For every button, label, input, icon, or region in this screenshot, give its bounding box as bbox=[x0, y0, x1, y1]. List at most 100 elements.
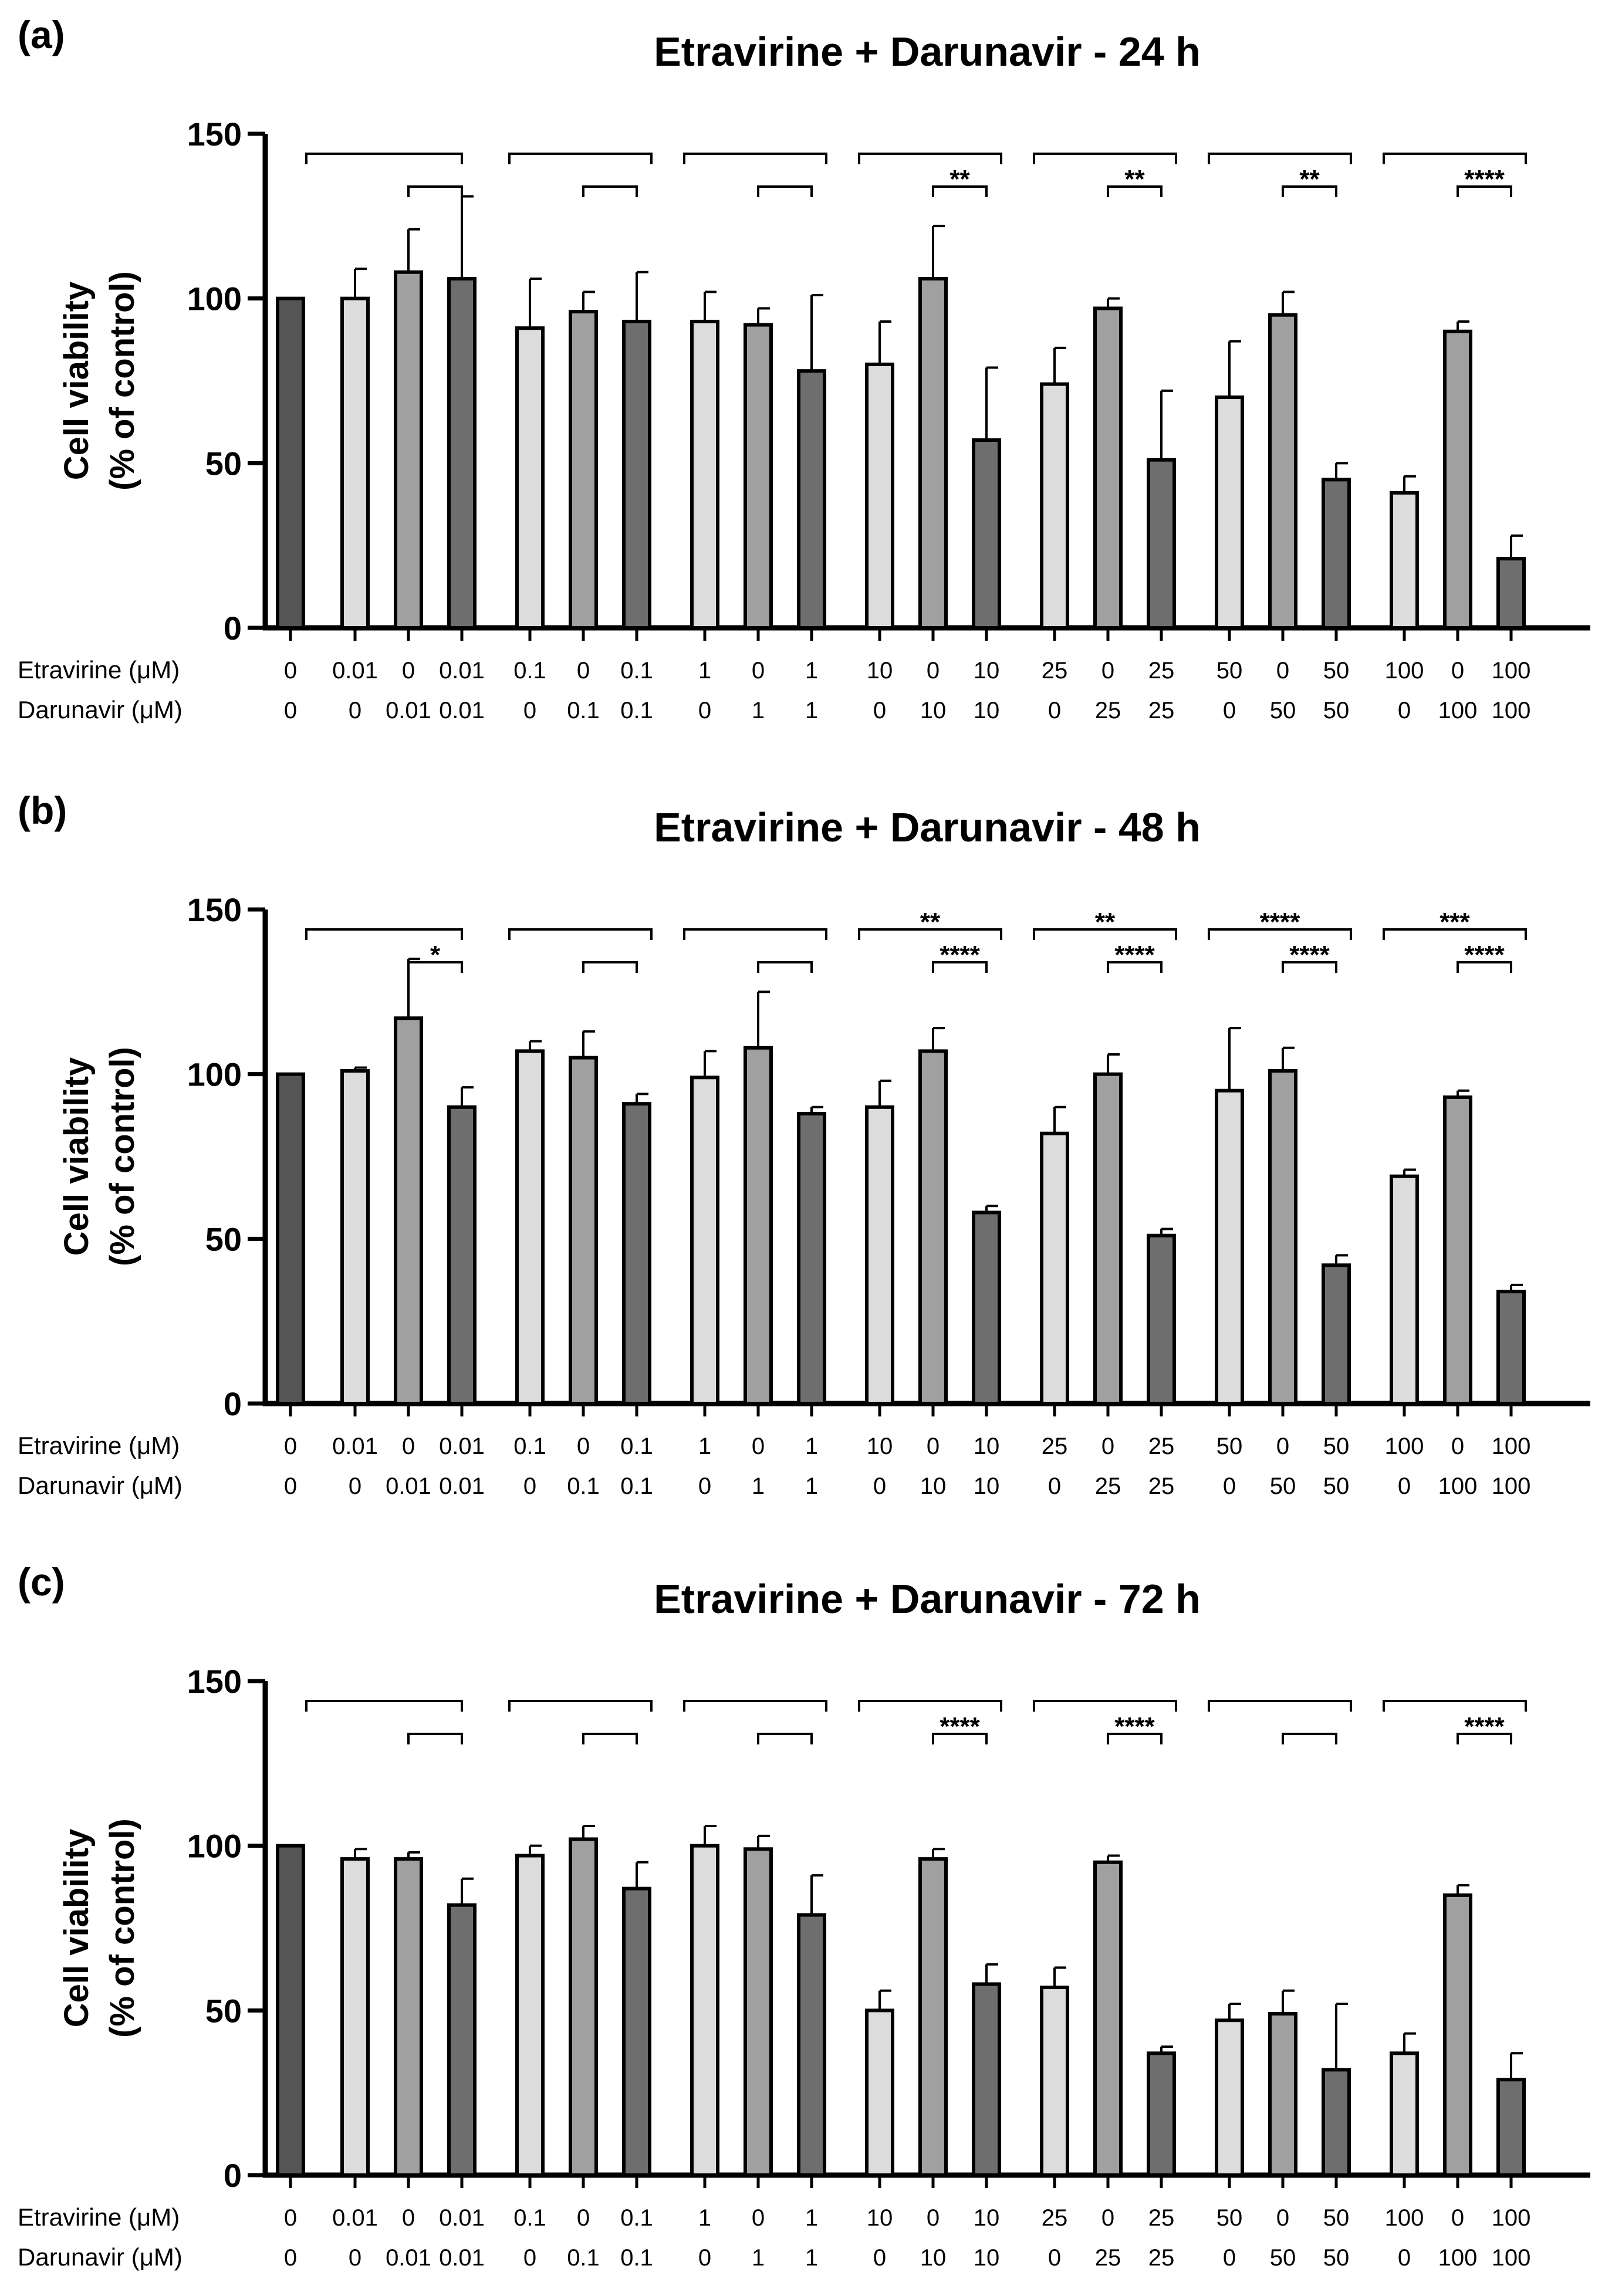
row-label-etravirine: Etravirine (μM) bbox=[18, 656, 180, 684]
darunavir-dose-label: 100 bbox=[1438, 698, 1478, 723]
y-axis-label-line2: (% of control) bbox=[103, 1047, 141, 1266]
significance-bracket bbox=[305, 928, 463, 940]
row-label-darunavir: Darunavir (μM) bbox=[18, 1472, 183, 1499]
y-tick-label: 50 bbox=[205, 445, 242, 482]
bar-combo bbox=[972, 1982, 1001, 2177]
significance-bracket bbox=[757, 1733, 813, 1744]
darunavir-dose-label: 50 bbox=[1323, 1473, 1350, 1499]
darunavir-dose-label: 1 bbox=[805, 698, 818, 723]
darunavir-dose-label: 0 bbox=[284, 698, 297, 723]
row-label-darunavir: Darunavir (μM) bbox=[18, 2243, 183, 2271]
etravirine-dose-label: 0 bbox=[402, 2205, 415, 2231]
significance-bracket bbox=[1033, 1700, 1177, 1712]
y-tick-label: 100 bbox=[187, 1828, 242, 1865]
darunavir-dose-label: 0 bbox=[698, 2245, 711, 2271]
significance-label: ** bbox=[1124, 165, 1145, 194]
y-tick-label: 50 bbox=[205, 1220, 242, 1257]
bar-combo bbox=[447, 1105, 477, 1406]
bar-etr bbox=[1390, 2051, 1419, 2177]
etravirine-dose-label: 0.1 bbox=[620, 658, 653, 684]
bar-combo bbox=[622, 1886, 651, 2177]
y-axis-label-line1: Cell viability bbox=[58, 1057, 96, 1256]
etravirine-dose-label: 100 bbox=[1385, 1433, 1424, 1459]
darunavir-dose-label: 1 bbox=[752, 698, 765, 723]
etravirine-dose-label: 10 bbox=[974, 1433, 1000, 1459]
significance-bracket bbox=[1457, 961, 1512, 973]
darunavir-dose-label: 1 bbox=[805, 1473, 818, 1499]
bar-combo bbox=[972, 1210, 1001, 1406]
bar-dar bbox=[569, 1056, 598, 1405]
significance-bracket bbox=[508, 153, 653, 164]
etravirine-dose-label: 0 bbox=[1451, 658, 1464, 684]
bar-combo bbox=[1322, 478, 1351, 630]
bar-combo bbox=[1322, 2068, 1351, 2177]
bar-combo bbox=[1147, 2051, 1176, 2177]
significance-bracket bbox=[858, 1700, 1002, 1712]
bar-etr bbox=[1390, 491, 1419, 630]
significance-bracket bbox=[1208, 153, 1352, 164]
significance-label: **** bbox=[1260, 908, 1300, 936]
y-tick-label: 0 bbox=[224, 1385, 242, 1422]
etravirine-dose-label: 100 bbox=[1492, 1433, 1531, 1459]
bar-dar bbox=[1268, 313, 1297, 630]
etravirine-dose-label: 25 bbox=[1148, 1433, 1175, 1459]
etravirine-dose-label: 0 bbox=[1101, 1433, 1114, 1459]
darunavir-dose-label: 0.01 bbox=[439, 2245, 485, 2271]
etravirine-dose-label: 50 bbox=[1216, 658, 1243, 684]
etravirine-dose-label: 0 bbox=[752, 2205, 765, 2231]
etravirine-dose-label: 0 bbox=[577, 2205, 590, 2231]
bar-dar bbox=[918, 1049, 948, 1405]
significance-bracket bbox=[1383, 928, 1527, 940]
etravirine-dose-label: 10 bbox=[974, 658, 1000, 684]
y-tick-label: 50 bbox=[205, 1992, 242, 2029]
bar-etr bbox=[515, 1854, 545, 2177]
darunavir-dose-label: 0 bbox=[1048, 1473, 1061, 1499]
darunavir-dose-label: 25 bbox=[1095, 2245, 1121, 2271]
significance-bracket bbox=[1208, 1700, 1352, 1712]
etravirine-dose-label: 100 bbox=[1385, 2205, 1424, 2231]
etravirine-dose-label: 0 bbox=[927, 2205, 940, 2231]
darunavir-dose-label: 0 bbox=[349, 2245, 361, 2271]
darunavir-dose-label: 0 bbox=[523, 2245, 536, 2271]
y-tick-label: 0 bbox=[224, 610, 242, 647]
bar-combo bbox=[797, 1913, 826, 2177]
bar-combo bbox=[797, 369, 826, 630]
darunavir-dose-label: 0.01 bbox=[386, 1473, 431, 1499]
etravirine-dose-label: 25 bbox=[1042, 2205, 1068, 2231]
bar-etr bbox=[340, 1069, 370, 1405]
y-axis-label: Cell viability (% of control) bbox=[58, 1818, 141, 2038]
significance-bracket bbox=[1282, 1733, 1337, 1744]
etravirine-dose-label: 10 bbox=[867, 2205, 893, 2231]
y-tick-label: 0 bbox=[224, 2157, 242, 2194]
bar-combo bbox=[622, 319, 651, 630]
significance-bracket bbox=[1033, 153, 1177, 164]
darunavir-dose-label: 0 bbox=[349, 1473, 361, 1499]
etravirine-dose-label: 0.01 bbox=[439, 1433, 485, 1459]
bar-dar bbox=[744, 1046, 773, 1405]
significance-bracket bbox=[582, 961, 638, 973]
significance-label: **** bbox=[1464, 941, 1505, 969]
bar-dar bbox=[1093, 1860, 1123, 2177]
etravirine-dose-label: 50 bbox=[1323, 658, 1350, 684]
significance-bracket bbox=[1457, 185, 1512, 197]
etravirine-dose-label: 100 bbox=[1385, 658, 1424, 684]
darunavir-dose-label: 0 bbox=[1223, 1473, 1236, 1499]
y-tick-label: 150 bbox=[187, 116, 242, 153]
darunavir-dose-label: 0 bbox=[1223, 2245, 1236, 2271]
darunavir-dose-label: 1 bbox=[752, 2245, 765, 2271]
darunavir-dose-label: 0 bbox=[523, 698, 536, 723]
darunavir-dose-label: 0 bbox=[1398, 1473, 1411, 1499]
chart-title: Etravirine + Darunavir - 72 h bbox=[654, 1576, 1201, 1622]
bar-dar bbox=[569, 310, 598, 630]
significance-bracket bbox=[1208, 928, 1352, 940]
etravirine-dose-label: 0 bbox=[284, 658, 297, 684]
etravirine-dose-label: 0 bbox=[577, 1433, 590, 1459]
bar-dar bbox=[394, 270, 423, 630]
significance-bracket bbox=[407, 961, 463, 973]
bar-dar bbox=[1093, 1072, 1123, 1405]
bar-combo bbox=[622, 1102, 651, 1405]
darunavir-dose-label: 100 bbox=[1438, 2245, 1478, 2271]
significance-bracket bbox=[508, 928, 653, 940]
y-tick-label: 100 bbox=[187, 1056, 242, 1093]
bar-combo bbox=[1496, 2078, 1526, 2177]
